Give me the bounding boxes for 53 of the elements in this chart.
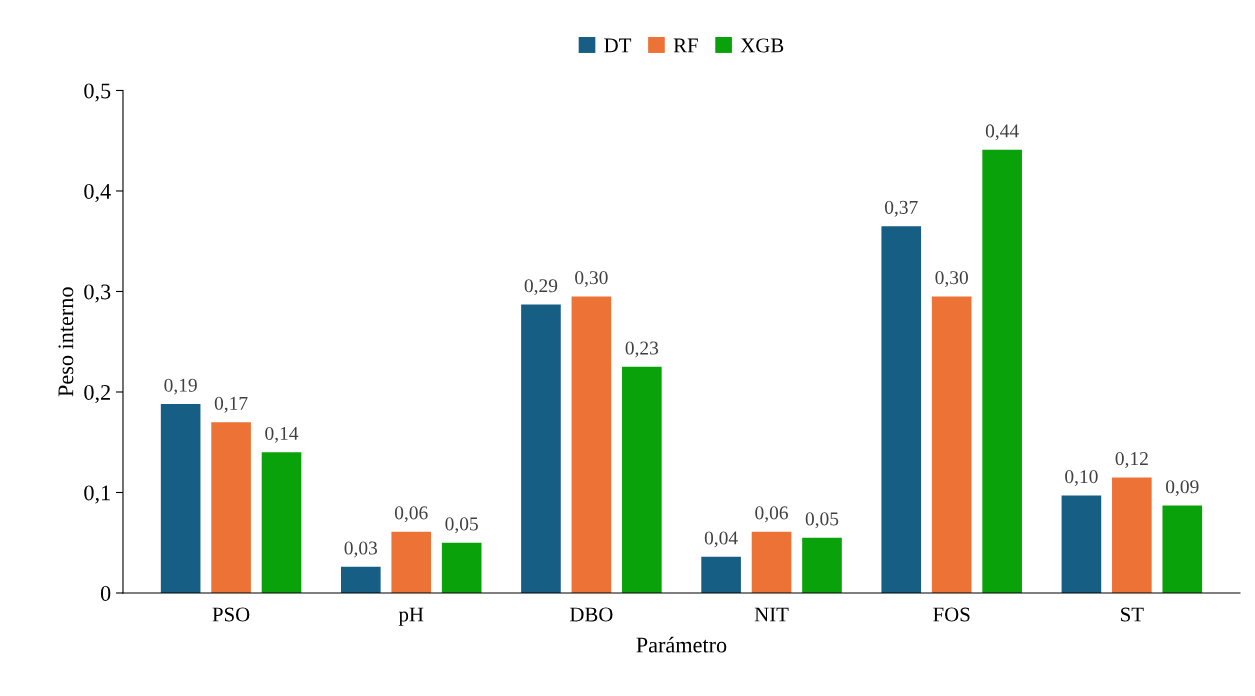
bar xyxy=(1061,495,1102,593)
data-label: 0,12 xyxy=(1115,452,1148,468)
data-label: 0,06 xyxy=(755,506,788,523)
y-tick-label: 0,3 xyxy=(84,284,111,303)
data-label: 0,44 xyxy=(985,124,1019,141)
bar xyxy=(931,296,972,593)
bar xyxy=(211,422,251,593)
legend-label: XGB xyxy=(740,38,784,53)
bar xyxy=(441,542,482,593)
x-tick-label: PSO xyxy=(212,607,250,622)
y-tick-label: 0 xyxy=(100,585,111,601)
data-label: 0,05 xyxy=(445,517,478,534)
bar xyxy=(1112,477,1152,593)
data-label: 0,03 xyxy=(344,541,378,558)
data-label: 0,19 xyxy=(164,378,197,395)
bar xyxy=(391,531,432,593)
data-label: 0,23 xyxy=(625,341,659,358)
bar xyxy=(751,531,792,593)
y-tick-label: 0,2 xyxy=(84,384,110,404)
bar xyxy=(571,296,612,593)
data-label: 0,37 xyxy=(884,200,918,217)
x-tick-label: pH xyxy=(398,607,424,626)
y-tick-label: 0,4 xyxy=(84,183,111,203)
data-label: 0,04 xyxy=(704,531,738,548)
data-label: 0,30 xyxy=(935,271,968,288)
data-label: 0,10 xyxy=(1065,470,1098,487)
x-tick-label: ST xyxy=(1121,607,1144,622)
x-axis-title: Parámetro xyxy=(636,636,727,653)
bar xyxy=(982,149,1022,593)
data-label: 0,06 xyxy=(394,506,428,523)
data-label: 0,29 xyxy=(524,279,558,296)
bar xyxy=(1162,505,1203,593)
bar xyxy=(261,452,302,593)
x-tick-label: FOS xyxy=(933,607,970,622)
y-tick-label: 0,5 xyxy=(84,83,111,102)
legend-label: DT xyxy=(604,38,632,53)
data-label: 0,17 xyxy=(214,396,248,413)
data-label: 0,14 xyxy=(265,426,299,443)
y-tick-label: 0,1 xyxy=(84,485,110,504)
legend-label: RF xyxy=(673,38,698,53)
bar xyxy=(701,556,741,593)
x-tick-label: NIT xyxy=(754,607,789,622)
data-label: 0,05 xyxy=(805,512,839,529)
bar xyxy=(881,226,922,593)
y-axis-title: Peso interno xyxy=(58,287,74,397)
bar xyxy=(802,537,842,593)
bar xyxy=(521,304,561,593)
bar xyxy=(160,404,201,593)
bar xyxy=(622,366,662,593)
bar xyxy=(340,566,381,593)
data-label: 0,09 xyxy=(1166,480,1199,497)
x-tick-label: DBO xyxy=(569,607,613,622)
data-label: 0,30 xyxy=(575,271,608,288)
